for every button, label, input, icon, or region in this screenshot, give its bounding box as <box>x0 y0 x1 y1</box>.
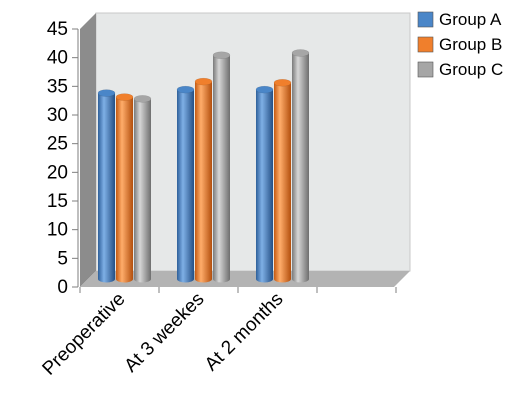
floor <box>80 271 410 287</box>
plot-walls <box>80 12 411 287</box>
y-tick-label: 15 <box>47 191 68 212</box>
legend-swatch <box>417 11 434 28</box>
legend-label: Group B <box>439 35 502 54</box>
legend-item: Group C <box>417 60 503 79</box>
x-tick-label: At 3 weekes <box>121 289 209 377</box>
side-wall <box>80 13 96 287</box>
x-tick-label: Preoperative <box>39 289 130 380</box>
legend-item: Group B <box>417 35 502 54</box>
y-tick-label: 20 <box>47 162 68 183</box>
bar <box>176 85 195 283</box>
y-tick-label: 45 <box>47 19 68 40</box>
bar <box>133 95 152 283</box>
y-axis: 0 5 10 15 20 25 30 35 40 45 <box>47 19 79 298</box>
y-tick-label: 25 <box>47 134 68 155</box>
bars <box>97 49 310 283</box>
bar <box>97 89 116 283</box>
bar <box>273 79 292 283</box>
bar <box>194 77 213 283</box>
y-tick-label: 10 <box>47 220 68 241</box>
y-tick-label: 0 <box>57 277 68 298</box>
legend-label: Group C <box>439 60 503 79</box>
legend: Group A Group B Group C <box>417 10 503 79</box>
y-tick-label: 30 <box>47 105 68 126</box>
legend-swatch <box>417 61 434 78</box>
bar <box>212 51 231 283</box>
y-tick-label: 5 <box>57 248 68 269</box>
legend-item: Group A <box>417 10 502 29</box>
bar <box>255 85 274 283</box>
x-tick-label: At 2 months <box>201 289 288 376</box>
y-tick-label: 40 <box>47 48 68 69</box>
legend-swatch <box>417 36 434 53</box>
legend-label: Group A <box>439 10 502 29</box>
bar <box>291 49 310 283</box>
bar <box>115 93 134 283</box>
y-tick-label: 35 <box>47 76 68 97</box>
